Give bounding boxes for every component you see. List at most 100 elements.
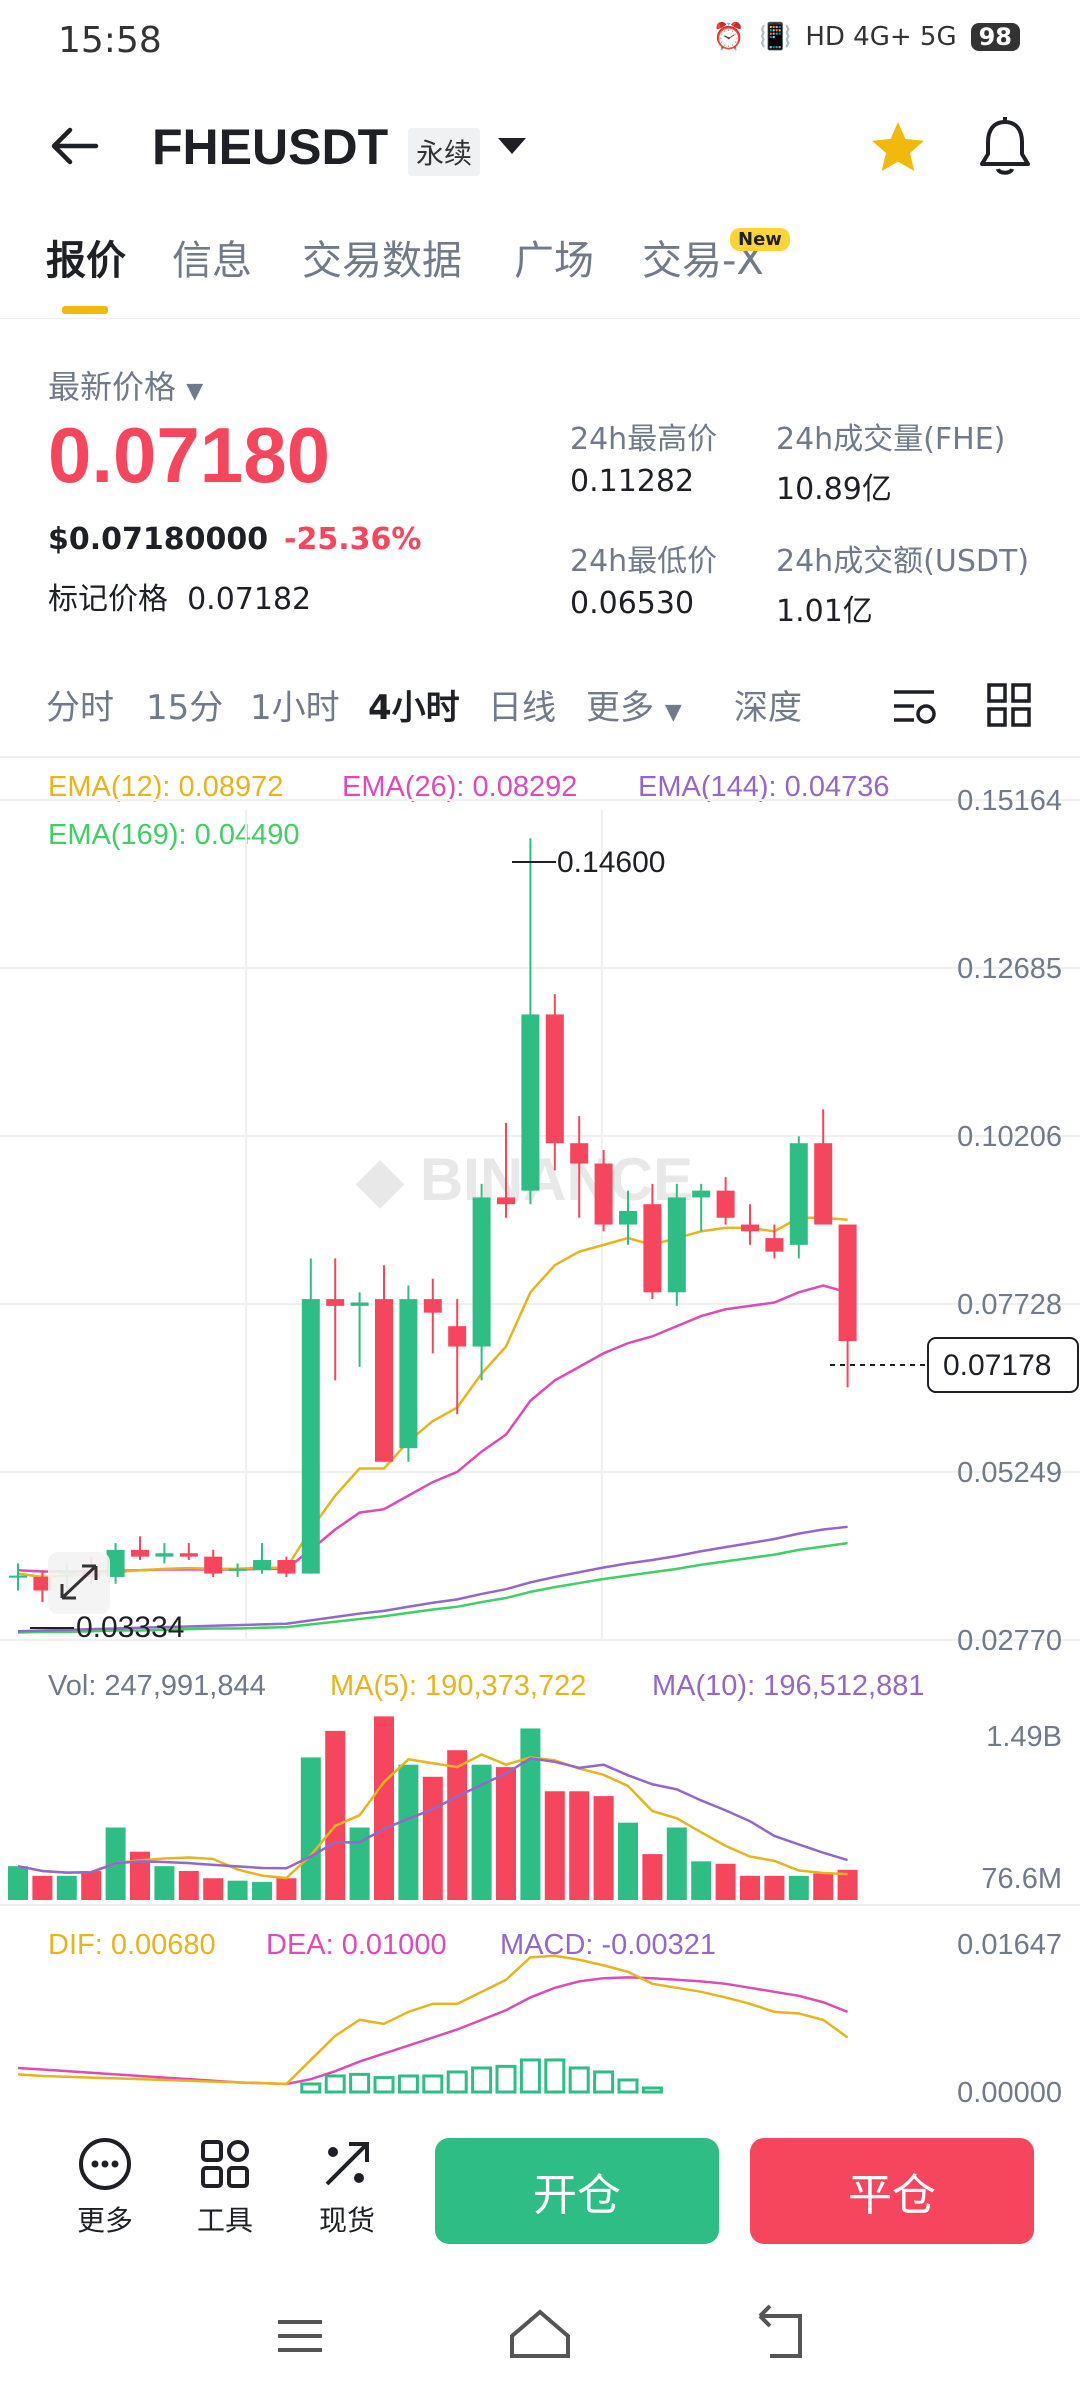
- volume-bar: [178, 1871, 199, 1900]
- volume-bar: [813, 1873, 834, 1900]
- back-nav-icon[interactable]: [758, 2304, 802, 2358]
- ema12-label: EMA(12): 0.08972: [48, 771, 283, 803]
- volume-bar: [32, 1875, 53, 1900]
- tf-depth[interactable]: 深度: [734, 688, 802, 728]
- price-axis-tick: 0.15164: [957, 785, 1062, 817]
- tf-4h[interactable]: 4小时: [368, 688, 460, 728]
- more-button[interactable]: 更多: [60, 2136, 150, 2239]
- volume-bar: [520, 1728, 541, 1900]
- mark-price: 标记价格 0.07182: [48, 574, 311, 618]
- candle-body: [277, 1560, 296, 1574]
- dea-label: DEA: 0.01000: [266, 1929, 447, 1961]
- volume-bar: [715, 1863, 736, 1900]
- volume-bar: [349, 1827, 370, 1900]
- macd-histogram-bar: [471, 2066, 493, 2094]
- volume-label: 24h成交量(FHE): [776, 422, 1006, 457]
- volume-bar: [496, 1767, 516, 1900]
- battery-level: 98: [970, 23, 1020, 51]
- volume-label: Vol: 247,991,844: [48, 1670, 266, 1702]
- spot-button[interactable]: 现货: [302, 2136, 392, 2239]
- tf-1d[interactable]: 日线: [488, 688, 556, 728]
- candle-body: [155, 1553, 174, 1557]
- candle-body: [326, 1299, 345, 1306]
- tools-button[interactable]: 工具: [180, 2136, 270, 2239]
- candle-body: [228, 1568, 247, 1571]
- kline-chart[interactable]: EMA(12): 0.08972 EMA(26): 0.08292 EMA(14…: [0, 750, 1080, 2110]
- candle-body: [179, 1553, 198, 1557]
- status-time: 15:58: [58, 20, 162, 61]
- tf-1h[interactable]: 1小时: [250, 688, 340, 728]
- volume-bar: [666, 1827, 687, 1900]
- latest-price: 0.07180: [48, 411, 330, 499]
- tab-square[interactable]: 广场: [514, 238, 594, 284]
- volume-bar: [130, 1851, 150, 1900]
- macd-histogram-bar: [593, 2070, 615, 2094]
- tools-label: 工具: [196, 2204, 253, 2237]
- bell-icon[interactable]: [972, 114, 1038, 180]
- new-badge: New: [730, 228, 790, 251]
- volume-bar: [447, 1750, 468, 1900]
- volume-axis-high: 1.49B: [986, 1721, 1062, 1753]
- back-arrow-icon[interactable]: [48, 120, 100, 172]
- high-value: 0.11282: [570, 464, 695, 499]
- volume-bar: [471, 1764, 492, 1900]
- grid-layout-icon[interactable]: [986, 682, 1032, 728]
- macd-histogram-bar: [349, 2072, 371, 2094]
- candle-body: [9, 1575, 27, 1578]
- spot-icon: [325, 2142, 369, 2186]
- tf-more[interactable]: 更多 ▼: [586, 688, 682, 728]
- more-icon: [79, 2138, 131, 2190]
- high-label: 24h最高价: [570, 422, 718, 457]
- candle-body: [570, 1143, 589, 1164]
- macd-axis-high: 0.01647: [957, 1929, 1062, 1961]
- indicator-settings-icon[interactable]: [890, 684, 938, 730]
- volume-axis-low: 76.6M: [981, 1863, 1062, 1895]
- candle-body: [765, 1238, 784, 1252]
- network-icons: HD 4G+ 5G: [805, 22, 957, 52]
- candle-body: [448, 1326, 467, 1347]
- spot-label: 现货: [318, 2204, 375, 2237]
- latest-price-label[interactable]: 最新价格 ▼: [48, 368, 204, 406]
- candle-body: [643, 1204, 662, 1293]
- ema26-label: EMA(26): 0.08292: [342, 771, 577, 803]
- pair-title[interactable]: FHEUSDT: [152, 119, 389, 175]
- volume-bar: [691, 1861, 712, 1900]
- status-icons: ⏰ 📳 HD 4G+ 5G 98: [713, 22, 1020, 52]
- pair-dropdown-icon[interactable]: [498, 138, 526, 154]
- candle-body: [667, 1197, 686, 1293]
- dif-label: DIF: 0.00680: [48, 1929, 216, 1961]
- tf-15m[interactable]: 15分: [146, 688, 224, 728]
- home-icon[interactable]: [510, 2309, 570, 2358]
- tab-info[interactable]: 信息: [172, 238, 252, 284]
- price-axis-tick: 0.07728: [957, 1289, 1062, 1321]
- volume-bar: [618, 1822, 638, 1900]
- macd-histogram-bar: [544, 2058, 566, 2094]
- menu-icon[interactable]: [278, 2320, 322, 2352]
- contract-type-tag: 永续: [408, 128, 481, 176]
- candle-body: [814, 1143, 833, 1225]
- volume-bar: [422, 1776, 443, 1900]
- turnover-label: 24h成交额(USDT): [776, 544, 1030, 579]
- macd-histogram-bar: [300, 2082, 322, 2094]
- open-position-button[interactable]: 开仓: [435, 2138, 719, 2244]
- ema169-line: [17, 1541, 848, 1634]
- close-position-button[interactable]: 平仓: [750, 2138, 1034, 2244]
- volume-bar: [642, 1854, 663, 1900]
- candle-body: [619, 1210, 637, 1225]
- expand-chart-button[interactable]: [48, 1552, 110, 1614]
- candle-body: [33, 1576, 52, 1591]
- favorite-star-icon[interactable]: [868, 118, 928, 178]
- candle-body: [131, 1549, 149, 1557]
- tools-icon: [201, 2140, 249, 2188]
- current-price-label: 0.07178: [943, 1349, 1051, 1382]
- tf-line[interactable]: 分时: [46, 688, 114, 728]
- candle-body: [253, 1560, 271, 1571]
- candle-body: [423, 1299, 442, 1313]
- volume-ma10-line: [17, 1757, 848, 1874]
- tab-quote[interactable]: 报价: [46, 238, 126, 284]
- candle-body: [789, 1143, 808, 1245]
- volume-bar: [227, 1880, 248, 1900]
- tab-trading-data[interactable]: 交易数据: [302, 238, 462, 284]
- volume-ma5-line: [17, 1753, 848, 1880]
- usd-value: $0.07180000: [48, 522, 269, 557]
